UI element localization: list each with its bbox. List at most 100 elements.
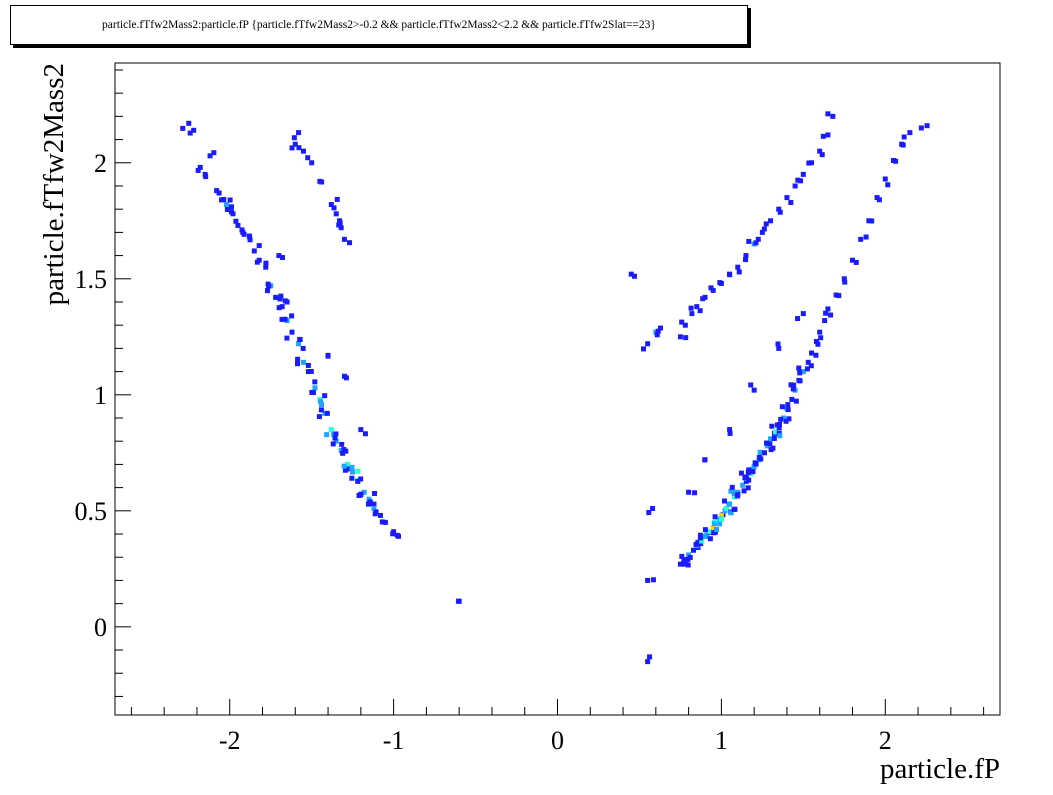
histogram-cell: [885, 182, 891, 188]
histogram-cell: [718, 516, 724, 522]
histogram-cell: [322, 393, 328, 399]
histogram-cell: [337, 218, 343, 224]
y-tick-label: 1: [94, 381, 107, 410]
histogram-cell: [768, 218, 774, 224]
histogram-cell: [900, 142, 906, 148]
histogram-cell: [795, 316, 801, 322]
histogram-cell: [322, 410, 328, 416]
histogram-cell: [707, 536, 713, 542]
histogram-cell: [732, 494, 737, 500]
histogram-cell: [341, 463, 347, 469]
histogram-cell: [241, 231, 247, 237]
histogram-cell: [842, 279, 848, 285]
histogram-cell: [333, 438, 339, 444]
histogram-cell: [853, 259, 859, 265]
histogram-cell: [790, 386, 796, 392]
histogram-cell: [355, 468, 361, 474]
histogram-cell: [312, 379, 318, 385]
histogram-cell: [282, 298, 288, 304]
y-axis-tick-labels: 0 0.5 1 1.5 2: [75, 149, 108, 642]
histogram-cell: [332, 435, 338, 441]
histogram-cell: [694, 304, 700, 310]
x-tick-label: -1: [383, 726, 405, 755]
histogram-cell: [712, 521, 718, 527]
histogram-cell: [647, 654, 653, 660]
histogram-cell: [331, 205, 337, 211]
histogram-cell: [355, 478, 361, 484]
histogram-cell: [723, 505, 729, 511]
histogram-cell: [785, 402, 791, 408]
histogram-cell: [731, 506, 737, 512]
y-axis-ticks: [115, 69, 131, 697]
histogram-cell: [698, 541, 704, 547]
histogram-cell: [227, 197, 233, 203]
histogram-cell: [699, 538, 705, 544]
histogram-cell: [918, 125, 924, 131]
histogram-cell: [324, 410, 330, 416]
histogram-cell: [830, 113, 836, 119]
y-axis-title: particle.fTfw2Mass2: [38, 63, 70, 305]
histogram-cell: [820, 133, 826, 139]
histogram-cell: [761, 450, 767, 456]
histogram-cell: [305, 155, 311, 161]
histogram-cell: [654, 332, 660, 338]
histogram-cell: [796, 377, 802, 383]
histogram-cell: [793, 398, 799, 404]
histogram-cell: [741, 488, 747, 494]
histogram-cell: [731, 491, 737, 497]
histogram-cell: [291, 135, 297, 141]
histogram-cell: [789, 396, 795, 402]
histogram-cell: [688, 305, 694, 311]
histogram-cell: [256, 243, 262, 249]
histogram-cell: [795, 177, 801, 183]
histogram-cell: [708, 285, 714, 291]
histogram-cell: [745, 485, 751, 491]
histogram-cell: [394, 532, 400, 538]
histogram-cell: [319, 179, 325, 185]
histogram-cell: [300, 359, 306, 365]
histogram-cell: [358, 476, 364, 482]
histogram-cell: [310, 390, 316, 396]
histogram-cell: [187, 130, 193, 136]
histogram-cell: [743, 253, 749, 259]
histogram-cell: [333, 431, 339, 437]
histogram-cell: [195, 167, 201, 173]
histogram-cell: [833, 292, 839, 298]
histogram-cell: [764, 443, 770, 449]
histogram-cell: [338, 447, 344, 453]
histogram-cell: [319, 402, 325, 408]
histogram-cell: [727, 501, 733, 507]
histogram-cell: [282, 316, 288, 322]
histogram-cell: [717, 280, 723, 286]
histogram-cell: [901, 134, 907, 140]
histogram-cell: [373, 509, 379, 515]
histogram-cell: [817, 329, 823, 335]
histogram-cell: [276, 305, 282, 311]
histogram-cell: [825, 306, 831, 312]
histogram-cell: [697, 532, 703, 538]
histogram-cell: [707, 529, 713, 535]
histogram-cell: [800, 311, 806, 317]
histogram-cell: [251, 248, 257, 254]
histogram-cell: [751, 464, 757, 470]
y-tick-label: 1.5: [75, 265, 108, 294]
histogram-cell: [788, 200, 794, 206]
histogram-cell: [777, 209, 783, 215]
histogram-cell: [191, 127, 197, 133]
histogram-cell: [350, 469, 356, 475]
histogram-cell: [756, 454, 762, 460]
histogram-cell: [776, 425, 782, 431]
histogram-cell: [229, 204, 235, 210]
histogram-cell: [800, 171, 806, 177]
histogram-cell: [279, 316, 285, 322]
histogram-cell: [318, 407, 324, 413]
histogram-cell: [679, 553, 685, 559]
histogram-cell: [779, 404, 785, 410]
histogram-cell: [736, 269, 742, 275]
histogram-cell: [710, 524, 716, 530]
histogram-cell: [818, 335, 824, 341]
histogram-cell: [727, 427, 733, 433]
histogram-cell: [296, 145, 302, 151]
histogram-cell: [748, 382, 754, 388]
histogram-cell: [683, 335, 689, 341]
